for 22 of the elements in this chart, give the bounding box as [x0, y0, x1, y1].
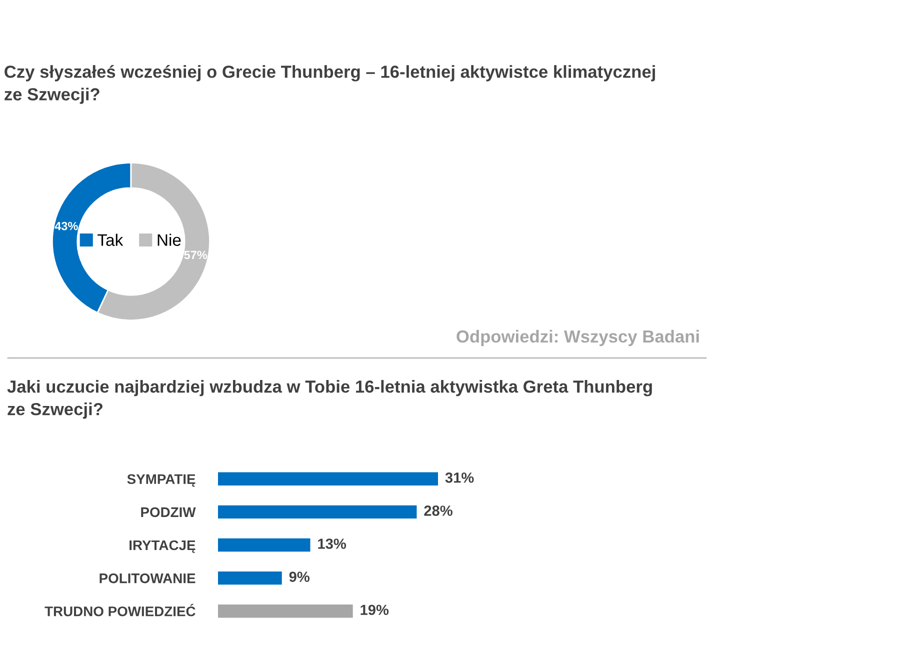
bar — [218, 538, 310, 552]
y-tick-label: TRUDNO POWIEDZIEĆ — [44, 604, 196, 616]
y-tick-label: PODZIW — [141, 507, 196, 518]
data-label: 9% — [289, 572, 310, 582]
data-label: 13% — [318, 538, 346, 549]
text: Czy słyszałeś wcześniej o Grecie Thunberg – 16-letniej aktywistce klimatycznej ze Szwecji? — [4, 65, 655, 104]
data-label: 57% — [184, 250, 208, 260]
chart-title: Jaki uczucie najbardziej wzbudza w Tobie 16-letnia aktywistka Greta Thunberg ze Szwecji? — [7, 380, 652, 419]
bar — [218, 472, 438, 486]
y-tick-label: IRYTACJĘ — [130, 540, 196, 553]
data-label: 43% — [54, 222, 78, 230]
y-tick-label: POLITOWANIE — [100, 573, 196, 584]
text: Odpowiedzi: Wszyscy Badani — [456, 330, 699, 346]
legend-label: Nie — [158, 234, 181, 246]
data-label: 28% — [424, 506, 452, 516]
data-label: 19% — [360, 604, 389, 616]
legend-label: Tak — [98, 234, 124, 246]
bar — [218, 505, 417, 519]
y-tick-label: SYMPATIĘ — [127, 474, 196, 487]
data-label: 31% — [445, 472, 474, 483]
bar — [218, 604, 353, 618]
bar — [218, 571, 282, 585]
